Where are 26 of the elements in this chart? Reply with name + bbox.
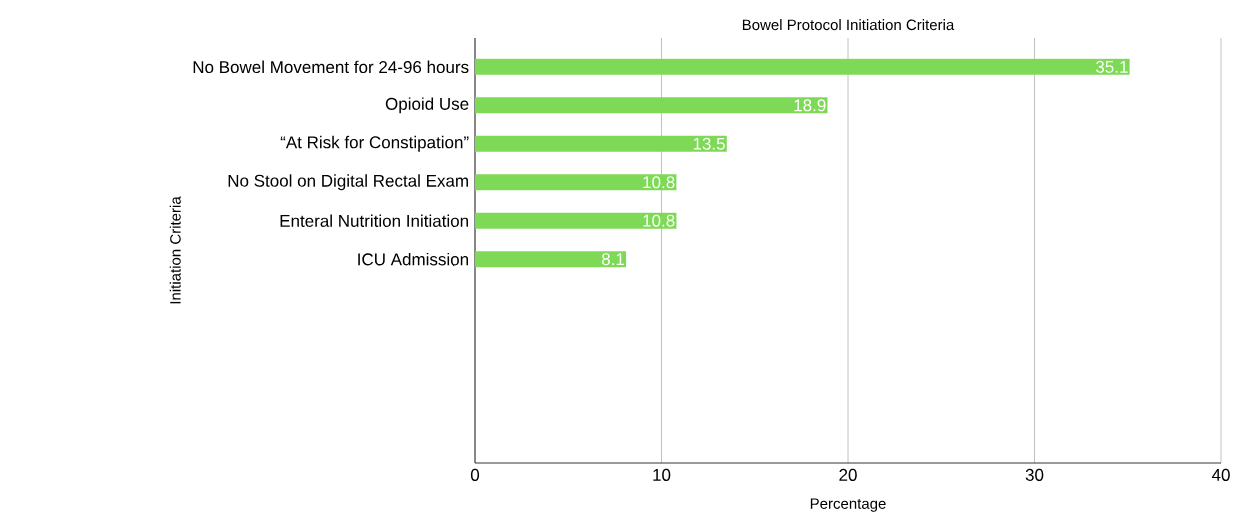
data-label: 13.5	[693, 137, 725, 150]
bar	[475, 174, 677, 191]
chart-title: Bowel Protocol Initiation Criteria	[742, 19, 955, 31]
bar	[475, 135, 727, 152]
x-tick-label: 40	[1211, 468, 1230, 481]
data-label: 35.1	[1095, 60, 1128, 73]
bar	[475, 58, 1130, 75]
y-tick-label: Enteral Nutrition Initiation	[280, 214, 468, 227]
x-axis-title: Percentage	[810, 498, 886, 512]
y-tick-label: No Stool on Digital Rectal Exam	[228, 174, 468, 191]
bar	[475, 212, 677, 229]
y-axis-title: Initiation Criteria	[169, 196, 181, 304]
x-tick-label: 30	[1025, 468, 1044, 481]
bar	[475, 97, 828, 114]
data-label: 18.9	[794, 99, 826, 112]
bar	[475, 251, 627, 268]
y-tick-label: No Bowel Movement for 24-96 hours	[193, 60, 469, 74]
data-label: 8.1	[601, 253, 625, 266]
y-tick-label: Opioid Use	[385, 97, 469, 114]
data-label: 10.8	[643, 214, 675, 227]
y-tick-label: ICU Admission	[358, 252, 468, 266]
x-tick-label: 20	[839, 468, 857, 481]
x-tick-label: 0	[470, 468, 480, 481]
x-tick-label: 10	[653, 468, 671, 481]
y-tick-label: “At Risk for Constipation”	[280, 135, 469, 152]
data-label: 10.8	[643, 176, 675, 189]
